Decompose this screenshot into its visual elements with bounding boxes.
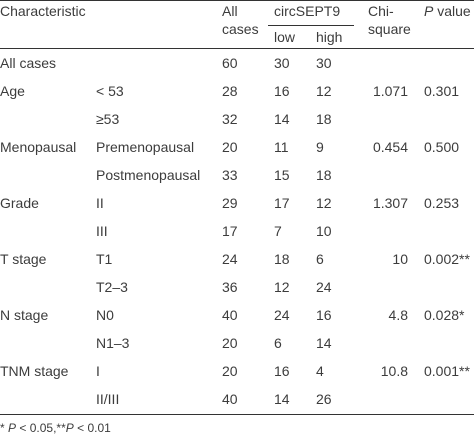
table-top-rule (0, 0, 474, 1)
cell-all-cases: 40 (222, 307, 238, 323)
cell-low: 12 (274, 279, 290, 295)
cell-low: 11 (274, 139, 289, 155)
cell-high: 4 (316, 363, 324, 379)
cell-low: 24 (274, 307, 290, 323)
cell-low: 30 (274, 55, 290, 71)
cell-high: 30 (316, 55, 332, 71)
cell-p-value: 0.253 (424, 195, 460, 211)
cell-p-value: 0.002** (424, 251, 470, 267)
footnote-asterisk: * (0, 421, 9, 435)
cell-group: TNM stage (0, 363, 69, 379)
cell-all-cases: 24 (222, 251, 238, 267)
cell-all-cases: 60 (222, 55, 238, 71)
cell-all-cases: 36 (222, 279, 238, 295)
cell-all-cases: 17 (222, 223, 238, 239)
cell-low: 18 (274, 251, 290, 267)
cell-all-cases: 33 (222, 167, 238, 183)
cell-all-cases: 20 (222, 335, 238, 351)
cell-chi-square: 10 (392, 251, 408, 267)
header-low: low (274, 29, 296, 45)
cell-group: Grade (0, 195, 39, 211)
footnote-threshold-2: < 0.01 (73, 421, 111, 435)
cell-all-cases: 32 (222, 111, 238, 127)
header-high: high (316, 29, 343, 45)
cell-subgroup: III (96, 223, 108, 239)
cell-high: 24 (316, 279, 332, 295)
cell-group: All cases (0, 55, 57, 71)
header-circsept9: circSEPT9 (274, 3, 341, 19)
cell-group: Menopausal (0, 139, 77, 155)
cell-all-cases: 20 (222, 139, 238, 155)
header-p-rest: value (433, 3, 471, 19)
cell-group: N stage (0, 307, 49, 323)
cell-chi-square: 10.8 (380, 363, 408, 379)
cell-chi-square: 1.307 (372, 195, 408, 211)
cell-high: 18 (316, 111, 332, 127)
cell-all-cases: 28 (222, 83, 238, 99)
cell-low: 15 (274, 167, 290, 183)
table-bottom-rule (0, 414, 474, 415)
cell-chi-square: 1.071 (372, 83, 408, 99)
cell-high: 12 (316, 83, 332, 99)
cell-p-value: 0.500 (424, 139, 460, 155)
header-chi-square-line2: square (368, 21, 411, 37)
cell-chi-square: 4.8 (388, 307, 408, 323)
cell-subgroup: N0 (96, 307, 114, 323)
cell-p-value: 0.301 (424, 83, 460, 99)
cell-high: 6 (316, 251, 324, 267)
cell-subgroup: Postmenopausal (96, 167, 201, 183)
circsept9-subheader-rule (268, 25, 354, 26)
footnote-p-italic: P (8, 421, 17, 435)
cell-group: Age (0, 83, 25, 99)
header-all-cases-line1: All (222, 3, 238, 19)
footnote-p-italic: P (65, 421, 74, 435)
cell-subgroup: Premenopausal (96, 139, 195, 155)
cell-low: 14 (274, 391, 290, 407)
cell-subgroup: II (96, 195, 104, 211)
cell-subgroup: T1 (96, 251, 113, 267)
cell-low: 17 (274, 195, 290, 211)
cell-low: 7 (274, 223, 282, 239)
cell-high: 12 (316, 195, 332, 211)
footnote-threshold-1: < 0.05,** (16, 421, 66, 435)
header-p-italic: P (424, 3, 434, 19)
cell-subgroup: < 53 (96, 83, 124, 99)
cell-high: 14 (316, 335, 332, 351)
cell-subgroup: II/III (96, 391, 120, 407)
cell-p-value: 0.001** (424, 363, 470, 379)
cell-subgroup: N1–3 (96, 335, 130, 351)
cell-all-cases: 29 (222, 195, 238, 211)
cell-all-cases: 40 (222, 391, 238, 407)
cell-group: T stage (0, 251, 47, 267)
cell-low: 6 (274, 335, 282, 351)
cell-subgroup: I (96, 363, 100, 379)
cell-low: 16 (274, 363, 290, 379)
footnote: * P < 0.05,**P < 0.01 (0, 421, 111, 435)
cell-high: 18 (316, 167, 332, 183)
header-chi-square-line1: Chi- (368, 3, 394, 19)
cell-subgroup: T2–3 (96, 279, 128, 295)
cell-p-value: 0.028* (424, 307, 465, 323)
cell-high: 10 (316, 223, 332, 239)
cell-subgroup: ≥53 (96, 111, 120, 127)
cell-low: 14 (274, 111, 290, 127)
header-bottom-rule (0, 48, 474, 49)
cell-low: 16 (274, 83, 290, 99)
cell-all-cases: 20 (222, 363, 238, 379)
cell-high: 9 (316, 139, 324, 155)
header-characteristic: Characteristic (0, 3, 86, 19)
cell-chi-square: 0.454 (372, 139, 408, 155)
header-all-cases-line2: cases (222, 21, 259, 37)
cell-high: 26 (316, 391, 332, 407)
cell-high: 16 (316, 307, 332, 323)
header-p-value: P value (424, 3, 471, 20)
